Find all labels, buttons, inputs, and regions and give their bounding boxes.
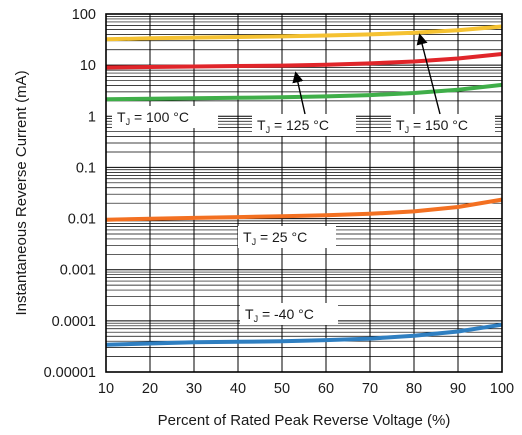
series-line: [105, 322, 503, 347]
annotation-label: TJ = 100 °C: [117, 109, 189, 127]
series-line: [105, 52, 503, 70]
annotation-box: [238, 226, 336, 248]
y-tick-labels: 0.00001 0.0001 0.001 0.01 0.1 1 10 100: [44, 7, 96, 381]
plot-frame: [105, 13, 503, 373]
x-axis-label: Percent of Rated Peak Reverse Voltage (%…: [158, 412, 451, 429]
series-line: [105, 197, 503, 222]
annotation-label: TJ = 25 °C: [243, 229, 307, 247]
y-tick-label: 0.1: [76, 160, 96, 176]
x-tick-label: 30: [186, 381, 202, 397]
annotation-box: [240, 303, 338, 325]
x-tick-label: 90: [450, 381, 466, 397]
y-tick-label: 1: [88, 109, 96, 125]
x-tick-label: 100: [490, 381, 514, 397]
x-tick-label: 70: [362, 381, 378, 397]
annotation-arrow: [292, 71, 306, 115]
x-tick-label: 60: [318, 381, 334, 397]
annotation-label: TJ = -40 °C: [245, 306, 314, 324]
annotation-label: TJ = 150 °C: [396, 117, 468, 135]
x-tick-label: 50: [274, 381, 290, 397]
y-tick-label: 0.001: [60, 263, 96, 279]
y-tick-label: 10: [80, 58, 96, 74]
series-line: [105, 82, 503, 102]
annotation-label: TJ = 125 °C: [257, 117, 329, 135]
x-tick-label: 80: [406, 381, 422, 397]
y-tick-label: 0.01: [68, 212, 96, 228]
annotation-arrow: [416, 33, 441, 115]
x-tick-label: 20: [142, 381, 158, 397]
y-tick-label: 100: [72, 7, 96, 23]
annotation-box: [252, 114, 356, 136]
x-tick-label: 10: [98, 381, 114, 397]
series-line: [105, 24, 503, 42]
annotation-box: [391, 114, 495, 136]
series-lines: [105, 24, 503, 347]
y-axis-label: Instantaneous Reverse Current (mA): [13, 70, 30, 315]
annotations: TJ = 100 °C TJ = 125 °C TJ = 150 °C TJ = 25…: [112, 33, 495, 325]
x-tick-label: 40: [230, 381, 246, 397]
x-tick-labels: 10 20 30 40 50 60 70 80 90 100: [98, 381, 514, 397]
annotation-box: [112, 106, 218, 128]
y-tick-label: 0.00001: [44, 365, 96, 381]
y-tick-label: 0.0001: [52, 314, 96, 330]
